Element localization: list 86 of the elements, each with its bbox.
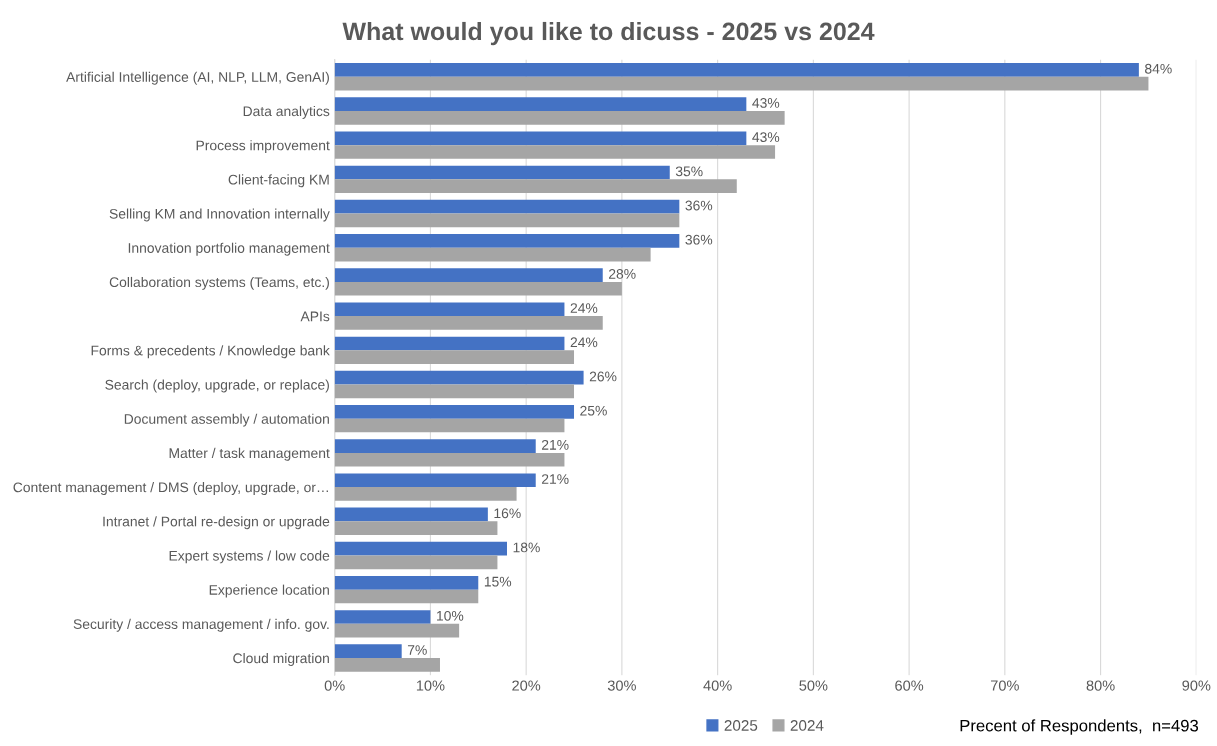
bar (334, 439, 536, 453)
y-tick-label: Expert systems / low code (169, 550, 330, 564)
bar (334, 199, 680, 214)
data-label: 43% (752, 132, 780, 143)
bar (334, 179, 737, 194)
bar (334, 63, 1139, 77)
data-label: 36% (685, 200, 713, 211)
bar (334, 521, 498, 535)
bar (334, 623, 460, 638)
x-tick-label: 80% (1086, 680, 1115, 691)
bar (334, 610, 431, 624)
x-tick-label: 0% (324, 680, 345, 691)
bar (334, 370, 584, 385)
bar (334, 473, 536, 488)
x-tick-label: 40% (703, 680, 732, 691)
y-tick-label: APIs (300, 311, 330, 322)
data-label: 28% (608, 268, 636, 279)
data-label: 24% (570, 303, 598, 313)
y-tick-label: Collaboration systems (Teams, etc.) (109, 276, 329, 290)
bar (334, 575, 479, 590)
bar (334, 487, 517, 501)
data-label: 24% (570, 337, 598, 348)
bar (334, 405, 575, 419)
data-label: 43% (752, 98, 780, 108)
bar (334, 302, 565, 317)
y-tick-label: Intranet / Portal re-design or upgrade (103, 516, 330, 530)
y-tick-label: Matter / task management (169, 447, 330, 461)
y-tick-label: Content management / DMS (deploy, upgrade, or… (13, 482, 328, 495)
legend-label: 2025 (724, 720, 758, 731)
bar (334, 350, 575, 364)
data-label: 25% (580, 405, 607, 416)
data-label: 35% (675, 166, 703, 177)
bar (334, 97, 747, 111)
x-tick-label: 60% (895, 680, 924, 691)
bar (334, 418, 565, 433)
bar (334, 658, 440, 672)
bar (334, 247, 651, 262)
legend-label: 2024 (790, 720, 824, 731)
y-tick-label: Document assembly / automation (124, 413, 329, 427)
data-label: 18% (513, 542, 540, 553)
x-tick-label: 70% (990, 680, 1019, 691)
bar (334, 316, 603, 330)
bar (334, 384, 575, 399)
bar (334, 131, 747, 146)
bar (334, 165, 670, 180)
y-tick-label: Client-facing KM (228, 174, 329, 188)
bar (334, 589, 479, 604)
bar (334, 76, 1149, 91)
bar (334, 644, 402, 659)
bar (334, 555, 498, 570)
x-tick-label: 20% (512, 680, 541, 691)
bar (334, 507, 488, 522)
y-tick-label: Experience location (209, 584, 329, 598)
y-tick-label: Data analytics (243, 105, 330, 119)
bar (334, 336, 565, 351)
y-tick-label: Security / access management / info. gov. (73, 618, 329, 632)
x-tick-label: 30% (607, 680, 636, 691)
data-label: 84% (1145, 63, 1172, 74)
bar (334, 281, 622, 296)
data-label: 16% (494, 508, 521, 519)
data-label: 21% (541, 439, 569, 450)
y-tick-label: Artificial Intelligence (AI, NLP, LLM, GenAI) (66, 71, 329, 85)
bar (334, 110, 785, 125)
data-label: 26% (589, 371, 617, 382)
text: Precent of Respondents, n=493 (960, 719, 1199, 735)
y-tick-label: Forms & precedents / Knowledge bank (91, 345, 330, 359)
data-label: 21% (541, 474, 569, 484)
y-tick-label: Search (deploy, upgrade, or replace) (105, 379, 329, 393)
data-label: 15% (484, 576, 512, 587)
y-tick-label: Process improvement (196, 140, 330, 154)
bar (334, 541, 507, 556)
x-tick-label: 90% (1182, 680, 1211, 691)
x-tick-label: 50% (799, 680, 828, 691)
bar (334, 145, 776, 159)
bar (334, 213, 680, 228)
y-tick-label: Cloud migration (233, 653, 329, 666)
data-label: 7% (407, 645, 427, 655)
chart-title: What would you like to dicuss - 2025 vs 2024 (342, 21, 875, 46)
x-tick-label: 10% (416, 680, 445, 691)
bar (334, 452, 565, 467)
data-label: 36% (685, 234, 713, 245)
bar (334, 268, 603, 282)
y-tick-label: Innovation portfolio management (128, 242, 330, 256)
bar (334, 234, 680, 248)
data-label: 10% (437, 610, 464, 621)
y-tick-label: Selling KM and Innovation internally (109, 208, 330, 222)
